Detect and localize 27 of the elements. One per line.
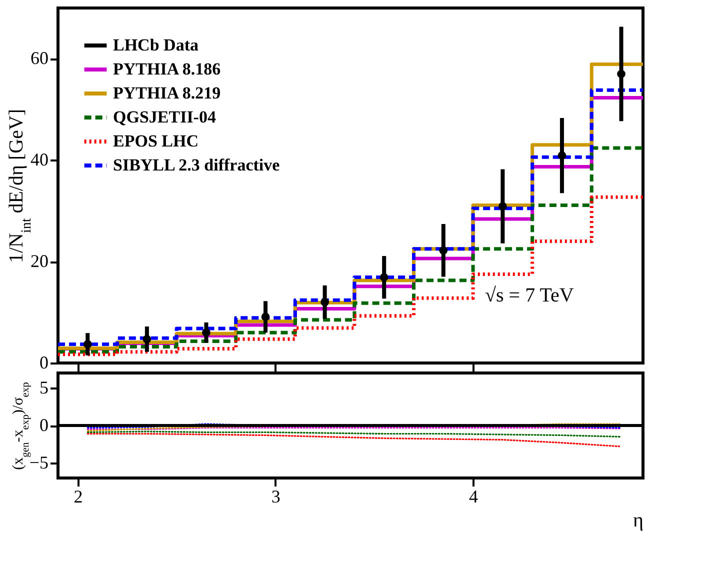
legend-label: LHCb Data — [113, 36, 199, 54]
point — [261, 312, 270, 322]
y-tick-label: 0 — [40, 415, 48, 435]
y-tick-label: 60 — [30, 48, 48, 68]
legend-label: PYTHIA 8.219 — [113, 84, 221, 102]
x-tick-label: 2 — [74, 486, 83, 506]
point — [558, 151, 566, 160]
legend-label: QGSJETII-04 — [113, 108, 216, 126]
y-tick-label: 20 — [30, 251, 48, 272]
point — [617, 70, 626, 78]
point — [83, 340, 92, 348]
point — [320, 298, 329, 306]
annotation: √s = 7 TeV — [485, 284, 574, 307]
point — [498, 202, 507, 210]
legend-label: SIBYLL 2.3 diffractive — [113, 156, 280, 174]
point — [380, 273, 388, 282]
legend-label: EPOS LHC — [113, 132, 198, 150]
x-tick-label: 4 — [469, 486, 478, 506]
legend-label: PYTHIA 8.186 — [113, 60, 221, 78]
x-axis-title: η — [633, 510, 644, 532]
point — [439, 246, 448, 255]
y-tick-label: 0 — [40, 352, 48, 372]
x-tick-label: 3 — [271, 486, 280, 506]
line-series — [86, 432, 622, 448]
point — [142, 334, 152, 344]
y-tick-label: 5 — [40, 378, 48, 398]
point — [202, 328, 210, 337]
